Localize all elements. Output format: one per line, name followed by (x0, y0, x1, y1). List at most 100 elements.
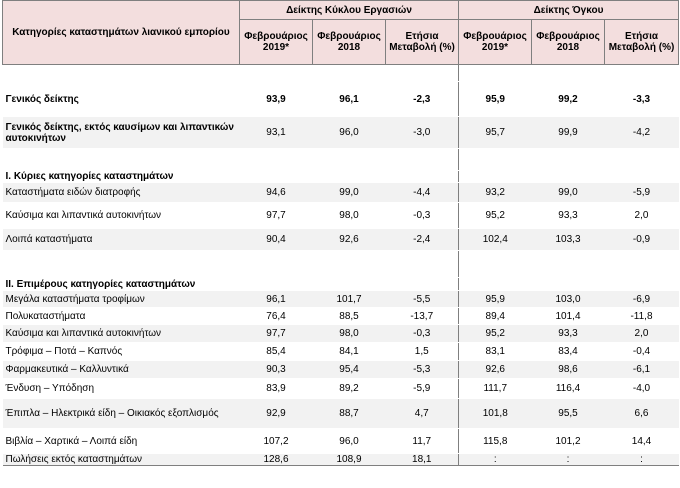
cell-value: -0,4 (604, 342, 679, 361)
cell-value: 115,8 (458, 428, 532, 454)
cell-value: -2,4 (385, 228, 459, 251)
cell-value: 2,0 (604, 202, 679, 229)
row-label: Γενικός δείκτης, εκτός καυσίμων και λιπα… (2, 116, 240, 149)
cell-value: 95,7 (458, 116, 532, 149)
section-heading-main: I. Κύριες κατηγορίες καταστημάτων (2, 170, 679, 183)
cell-value: -11,8 (604, 307, 679, 325)
retail-index-table: Κατηγορίες καταστημάτων λιανικού εμπορίο… (2, 0, 679, 466)
cell-value: 93,3 (531, 324, 605, 343)
cell-value: 89,2 (312, 378, 386, 399)
row-label: Έπιπλα – Ηλεκτρικά είδη – Οικιακός εξοπλ… (2, 398, 240, 429)
cell-value: 128,6 (239, 453, 313, 466)
cell-value: 103,0 (531, 290, 605, 308)
table-row: Γενικός δείκτης 93,9 96,1 -2,3 95,9 99,2… (2, 81, 679, 117)
row-label: Φαρμακευτικά – Καλλυντικά (2, 360, 240, 379)
cell-value: 111,7 (458, 378, 532, 399)
cell-value: -3,3 (604, 81, 679, 117)
row-label: Καταστήματα ειδών διατροφής (2, 182, 240, 203)
cell-value: -0,3 (385, 202, 459, 229)
turnover-index-header: Δείκτης Κύκλου Εργασιών (239, 0, 459, 20)
cell-value: -6,1 (604, 360, 679, 379)
cell-value: 92,6 (458, 360, 532, 379)
cell-value: -5,5 (385, 290, 459, 308)
table-row: Μεγάλα καταστήματα τροφίμων 96,1 101,7 -… (2, 290, 679, 308)
cell-value: -6,9 (604, 290, 679, 308)
cell-value: 90,4 (239, 228, 313, 251)
row-label: Τρόφιμα – Ποτά – Καπνός (2, 342, 240, 361)
cell-value: 85,4 (239, 342, 313, 361)
volume-feb2019-header: Φεβρουάριος 2019* (458, 19, 532, 65)
row-label: Γενικός δείκτης (2, 81, 240, 117)
table-row: Πωλήσεις εκτός καταστημάτων 128,6 108,9 … (2, 453, 679, 466)
cell-value: 4,7 (385, 398, 459, 429)
row-label: Λοιπά καταστήματα (2, 228, 240, 251)
cell-value: 108,9 (312, 453, 386, 466)
cell-value: 93,1 (239, 116, 313, 149)
cell-value: 88,7 (312, 398, 386, 429)
cell-value: 101,4 (531, 307, 605, 325)
volume-index-header: Δείκτης Όγκου (458, 0, 679, 20)
cell-value: 84,1 (312, 342, 386, 361)
cell-value: 98,0 (312, 202, 386, 229)
row-label: Μεγάλα καταστήματα τροφίμων (2, 290, 240, 308)
cell-value: 90,3 (239, 360, 313, 379)
cell-value: 93,2 (458, 182, 532, 203)
cell-value: 95,9 (458, 290, 532, 308)
cell-value: 89,4 (458, 307, 532, 325)
table-row: Καταστήματα ειδών διατροφής 94,6 99,0 -4… (2, 182, 679, 203)
row-label: Ένδυση – Υπόδηση (2, 378, 240, 399)
cell-value: 95,9 (458, 81, 532, 117)
cell-value: 96,0 (312, 428, 386, 454)
cell-value: -13,7 (385, 307, 459, 325)
cell-value: 97,7 (239, 324, 313, 343)
cell-value: 93,3 (531, 202, 605, 229)
cell-value: -3,0 (385, 116, 459, 149)
table-row: Φαρμακευτικά – Καλλυντικά 90,3 95,4 -5,3… (2, 360, 679, 379)
row-label: Βιβλία – Χαρτικά – Λοιπά είδη (2, 428, 240, 454)
cell-value: : (604, 453, 679, 466)
row-label: Καύσιμα και λιπαντικά αυτοκινήτων (2, 202, 240, 229)
cell-value: 95,2 (458, 324, 532, 343)
cell-value: 92,6 (312, 228, 386, 251)
cell-value: 98,6 (531, 360, 605, 379)
cell-value: 99,2 (531, 81, 605, 117)
cell-value: -5,9 (385, 378, 459, 399)
turnover-feb2019-header: Φεβρουάριος 2019* (239, 19, 313, 65)
cell-value: 99,0 (531, 182, 605, 203)
cell-value: 88,5 (312, 307, 386, 325)
cell-value: 95,5 (531, 398, 605, 429)
cell-value: -0,3 (385, 324, 459, 343)
cell-value: -5,3 (385, 360, 459, 379)
cell-value: : (458, 453, 532, 466)
cell-value: -5,9 (604, 182, 679, 203)
cell-value: 94,6 (239, 182, 313, 203)
table-row: Ένδυση – Υπόδηση 83,9 89,2 -5,9 111,7 11… (2, 378, 679, 399)
cell-value: -4,2 (604, 116, 679, 149)
category-column-header: Κατηγορίες καταστημάτων λιανικού εμπορίο… (2, 0, 240, 65)
cell-value: 92,9 (239, 398, 313, 429)
table-row: Καύσιμα και λιπαντικά αυτοκινήτων 97,7 9… (2, 324, 679, 343)
cell-value: 18,1 (385, 453, 459, 466)
cell-value: 97,7 (239, 202, 313, 229)
cell-value: 95,2 (458, 202, 532, 229)
cell-value: 93,9 (239, 81, 313, 117)
cell-value: 83,1 (458, 342, 532, 361)
cell-value: 101,8 (458, 398, 532, 429)
cell-value: -4,4 (385, 182, 459, 203)
cell-value: 98,0 (312, 324, 386, 343)
cell-value: : (531, 453, 605, 466)
table-row: Καύσιμα και λιπαντικά αυτοκινήτων 97,7 9… (2, 202, 679, 229)
row-label: Πωλήσεις εκτός καταστημάτων (2, 453, 240, 466)
table-row: Γενικός δείκτης, εκτός καυσίμων και λιπα… (2, 116, 679, 149)
cell-value: 107,2 (239, 428, 313, 454)
row-label: Καύσιμα και λιπαντικά αυτοκινήτων (2, 324, 240, 343)
cell-value: 99,0 (312, 182, 386, 203)
cell-value: 76,4 (239, 307, 313, 325)
section-label: I. Κύριες κατηγορίες καταστημάτων (2, 170, 240, 183)
cell-value: 116,4 (531, 378, 605, 399)
cell-value: 96,1 (312, 81, 386, 117)
table-row: Έπιπλα – Ηλεκτρικά είδη – Οικιακός εξοπλ… (2, 398, 679, 429)
table-row: Τρόφιμα – Ποτά – Καπνός 85,4 84,1 1,5 83… (2, 342, 679, 361)
volume-change-header: Ετήσια Μεταβολή (%) (604, 19, 679, 65)
cell-value: 96,0 (312, 116, 386, 149)
